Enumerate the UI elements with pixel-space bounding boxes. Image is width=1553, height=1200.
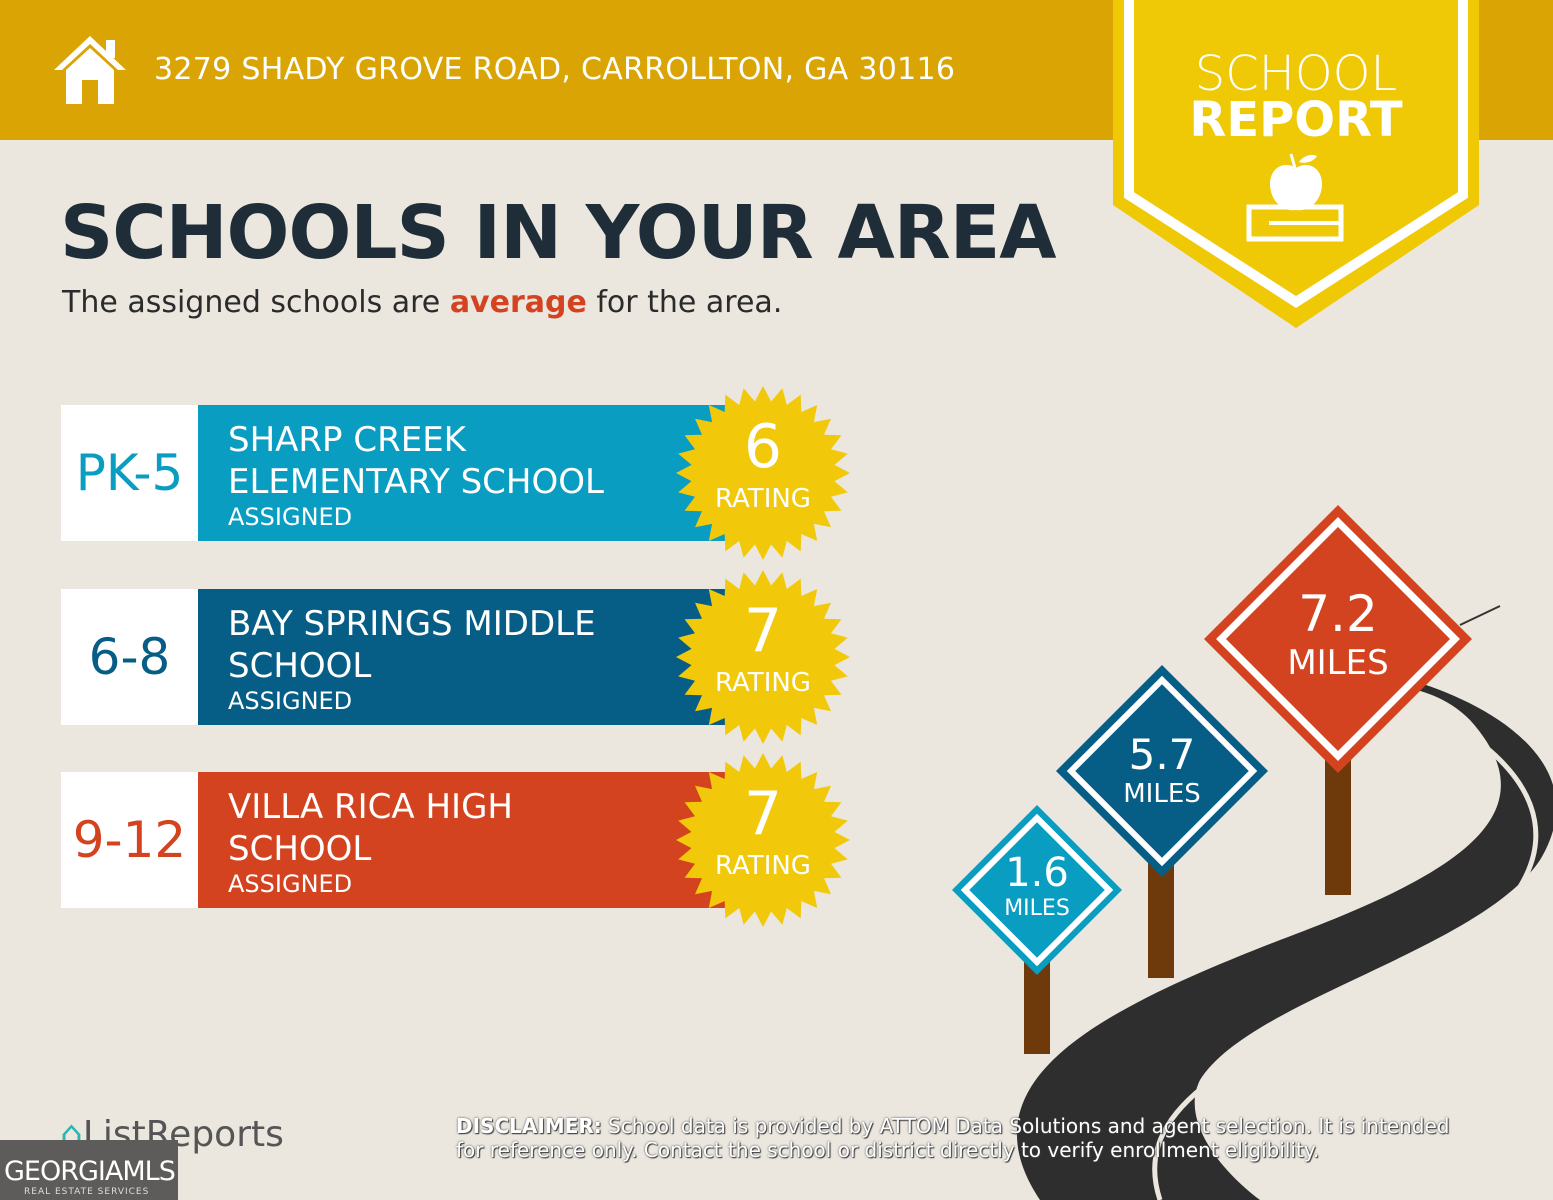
rating-label: RATING <box>715 668 811 698</box>
road-line <box>1152 709 1539 1200</box>
mls-name: GEORGIAMLS <box>4 1156 176 1187</box>
grade-range: 6-8 <box>61 589 198 725</box>
school-band: VILLA RICA HIGH SCHOOL ASSIGNED <box>198 772 738 908</box>
school-band: BAY SPRINGS MIDDLE SCHOOL ASSIGNED <box>198 589 738 725</box>
distance-unit: MILES <box>1004 896 1070 921</box>
sign-post <box>1325 750 1351 895</box>
school-name-line2: ELEMENTARY SCHOOL <box>228 462 604 502</box>
distance-unit: MILES <box>1287 643 1389 683</box>
disclaimer-text: School data is provided by ATTOM Data So… <box>456 1114 1450 1162</box>
distance-label: 1.6 MILES <box>987 850 1087 921</box>
school-name-line2: SCHOOL <box>228 829 372 869</box>
subtitle-highlight: average <box>449 285 587 320</box>
school-row[interactable]: 9-12 VILLA RICA HIGH SCHOOL ASSIGNED <box>61 772 738 908</box>
subtitle: The assigned schools are average for the… <box>62 285 782 320</box>
georgia-mls-logo: GEORGIAMLS REAL ESTATE SERVICES <box>0 1140 178 1200</box>
rating-seal: 6 RATING <box>676 386 850 560</box>
distance-value: 7.2 <box>1298 585 1378 643</box>
distance-label: 5.7 MILES <box>1102 730 1222 809</box>
property-address: 3279 SHADY GROVE ROAD, CARROLLTON, GA 30… <box>154 52 956 87</box>
distance-sign <box>1204 505 1472 773</box>
mls-tagline: REAL ESTATE SERVICES <box>24 1187 150 1197</box>
rating-label: RATING <box>715 851 811 881</box>
seal-shape <box>676 753 850 927</box>
road <box>1017 680 1553 1200</box>
badge-title-line2: REPORT <box>1189 92 1403 148</box>
grade-range: 9-12 <box>61 772 198 908</box>
distance-sign <box>1056 665 1268 877</box>
badge-title-line1: SCHOOL <box>1194 46 1398 102</box>
distance-label: 7.2 MILES <box>1268 585 1408 683</box>
school-row[interactable]: PK-5 SHARP CREEK ELEMENTARY SCHOOL ASSIG… <box>61 405 738 541</box>
school-status: ASSIGNED <box>228 503 353 531</box>
school-name-line1: BAY SPRINGS MIDDLE <box>228 604 596 644</box>
rating-label: RATING <box>715 484 811 514</box>
seal-shape <box>676 570 850 744</box>
distance-value: 5.7 <box>1128 730 1196 779</box>
rating-seal: 7 RATING <box>676 753 850 927</box>
school-status: ASSIGNED <box>228 687 353 715</box>
grade-range: PK-5 <box>61 405 198 541</box>
distance-unit: MILES <box>1123 779 1201 809</box>
distance-value: 1.6 <box>1005 850 1069 896</box>
sign-post <box>1148 860 1174 978</box>
school-status: ASSIGNED <box>228 870 353 898</box>
school-row[interactable]: 6-8 BAY SPRINGS MIDDLE SCHOOL ASSIGNED <box>61 589 738 725</box>
school-name-line1: SHARP CREEK <box>228 420 466 460</box>
subtitle-text-end: for the area. <box>586 285 783 320</box>
rating-value: 7 <box>743 596 783 666</box>
school-name-line2: SCHOOL <box>228 646 372 686</box>
rating-value: 6 <box>743 412 783 482</box>
disclaimer-label: DISCLAIMER: <box>456 1114 602 1138</box>
subtitle-text: The assigned schools are <box>62 285 450 320</box>
school-report-badge <box>1113 0 1479 328</box>
distance-sign <box>952 805 1122 975</box>
school-band: SHARP CREEK ELEMENTARY SCHOOL ASSIGNED <box>198 405 738 541</box>
page-title: SCHOOLS IN YOUR AREA <box>60 190 1057 276</box>
seal-shape <box>676 386 850 560</box>
disclaimer: DISCLAIMER: School data is provided by A… <box>456 1114 1476 1162</box>
school-name-line1: VILLA RICA HIGH <box>228 787 513 827</box>
rating-seal: 7 RATING <box>676 570 850 744</box>
apple-on-book-icon <box>1246 153 1344 242</box>
rating-value: 7 <box>743 779 783 849</box>
home-icon <box>54 36 126 104</box>
